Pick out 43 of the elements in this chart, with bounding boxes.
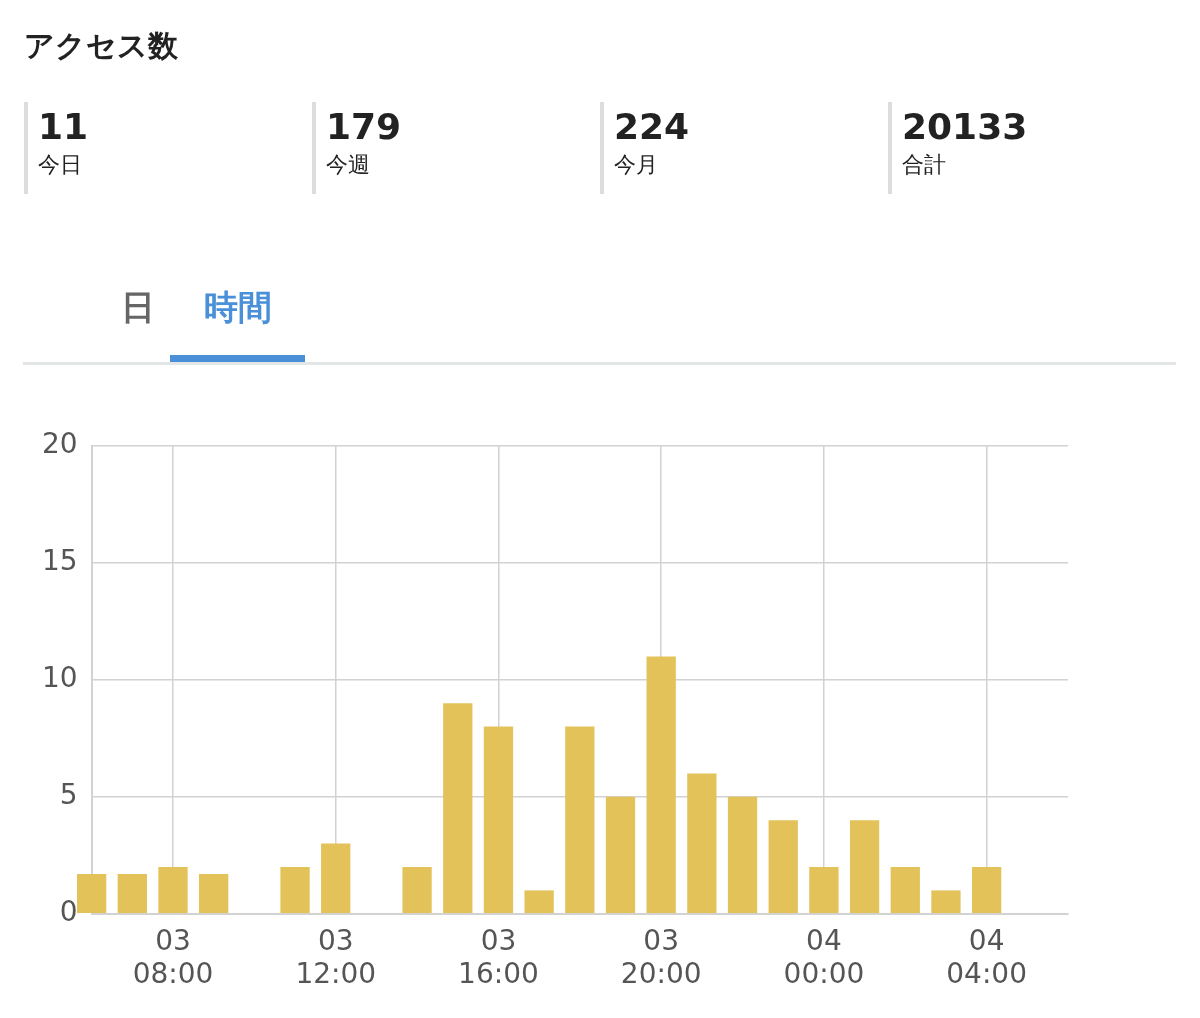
bar — [199, 874, 229, 914]
bar — [402, 867, 432, 914]
bar — [687, 773, 717, 914]
y-tick-label: 5 — [59, 778, 78, 812]
bar — [76, 874, 107, 914]
bar — [483, 726, 514, 914]
bar — [809, 867, 839, 914]
bar — [158, 867, 188, 914]
text: 日 — [119, 286, 156, 329]
y-tick-label: 0 — [59, 895, 78, 929]
x-tick-label: 04 04:00 — [946, 923, 1027, 991]
x-tick-label: 04 00:00 — [783, 923, 865, 991]
text: 今日 — [38, 151, 83, 179]
text: アクセス数 — [23, 27, 179, 65]
x-tick-label: 03 20:00 — [620, 923, 702, 991]
x-tick-label: 03 08:00 — [132, 923, 214, 991]
text: 今月 — [614, 151, 659, 179]
text: 224 — [614, 105, 691, 149]
bar — [443, 703, 473, 914]
x-tick-label: 03 16:00 — [458, 923, 539, 991]
bar — [605, 796, 636, 914]
bar — [280, 867, 310, 914]
text: 合計 — [902, 151, 947, 179]
text: 時間 — [170, 272, 305, 362]
text: 11 — [38, 105, 90, 149]
bar — [727, 796, 758, 914]
bar — [890, 867, 920, 914]
bar — [971, 867, 1002, 914]
text: 20133 — [902, 105, 1029, 149]
bar — [849, 820, 880, 914]
y-tick-label: 15 — [41, 544, 78, 578]
bar — [117, 874, 147, 914]
bar — [931, 890, 961, 914]
bar — [646, 656, 676, 914]
text: 179 — [326, 105, 403, 149]
bar — [768, 820, 798, 914]
y-tick-label: 20 — [41, 427, 78, 461]
bar — [565, 726, 595, 914]
bar — [524, 890, 554, 914]
bar — [321, 843, 351, 914]
y-tick-label: 10 — [41, 661, 78, 695]
x-tick-label: 03 12:00 — [295, 923, 377, 991]
text: 今週 — [326, 151, 371, 179]
